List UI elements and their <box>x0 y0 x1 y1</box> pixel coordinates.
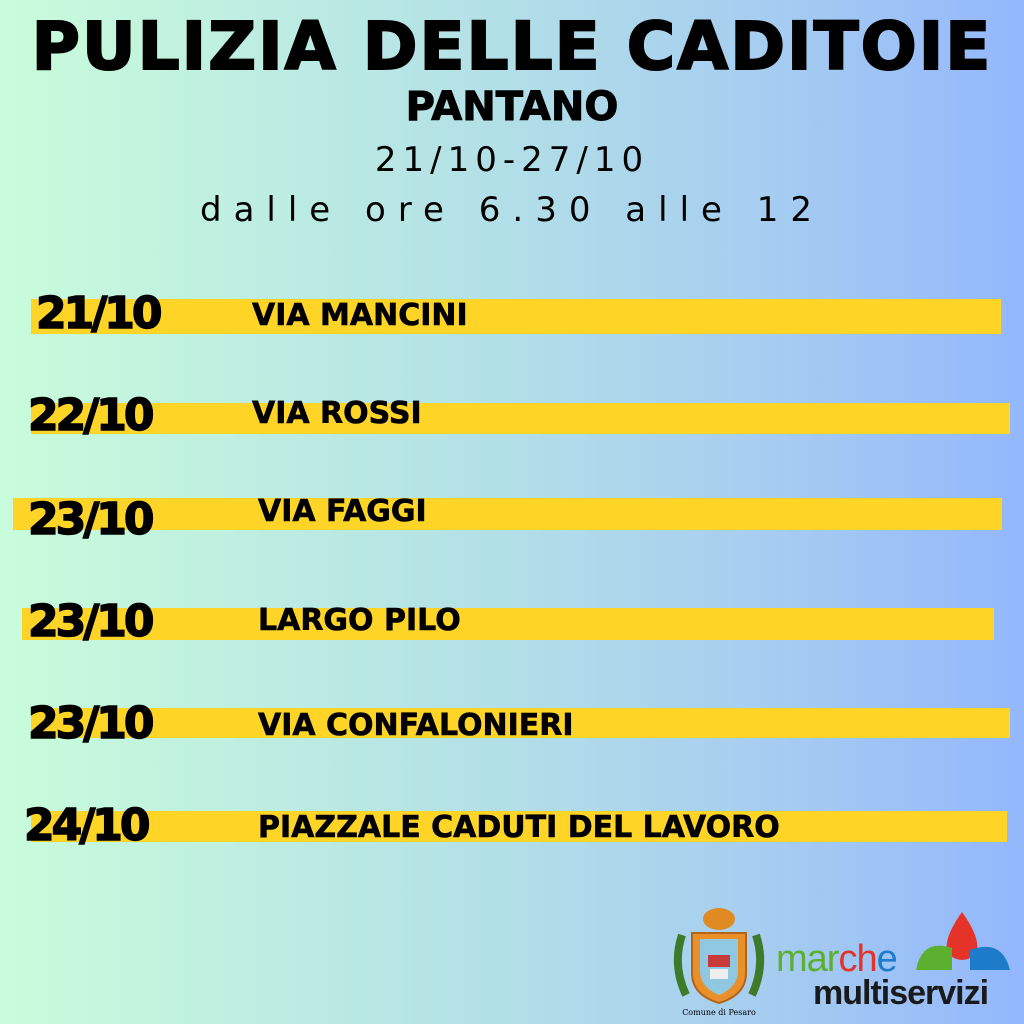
schedule-street: VIA MANCINI <box>252 298 468 334</box>
schedule-street: PIAZZALE CADUTI DEL LAVORO <box>258 810 780 846</box>
schedule-street: VIA ROSSI <box>252 396 422 432</box>
schedule-street: VIA CONFALONIERI <box>258 708 574 744</box>
page-title: PULIZIA DELLE CADITOIE <box>31 7 993 86</box>
schedule-street: VIA FAGGI <box>258 494 427 530</box>
highlight-bar <box>22 608 994 640</box>
multiservizi-drops-icon <box>916 912 1010 970</box>
schedule-date: 24/10 <box>23 799 151 852</box>
highlight-bar <box>31 811 1007 842</box>
highlight-bar <box>31 403 1010 434</box>
schedule-date: 23/10 <box>27 493 155 546</box>
pesaro-caption: Comune di Pesaro <box>682 1008 756 1017</box>
brand-bottom: multiservizi <box>813 974 989 1012</box>
schedule-date: 21/10 <box>35 287 163 340</box>
schedule-street: LARGO PILO <box>258 603 461 639</box>
schedule-date: 23/10 <box>27 697 155 750</box>
schedule-date: 23/10 <box>27 595 155 648</box>
comune-di-pesaro-crest-icon <box>673 908 765 1005</box>
schedule-date: 22/10 <box>27 389 155 442</box>
area-subtitle: PANTANO <box>405 84 619 131</box>
highlight-bar <box>31 299 1001 334</box>
highlight-bar <box>13 498 1002 530</box>
brand-top: marchemarche <box>776 938 898 980</box>
date-range: 21/10-27/10 <box>374 140 650 180</box>
highlight-bar <box>31 708 1010 738</box>
hours: dalle ore 6.30 alle 12 <box>199 190 825 230</box>
